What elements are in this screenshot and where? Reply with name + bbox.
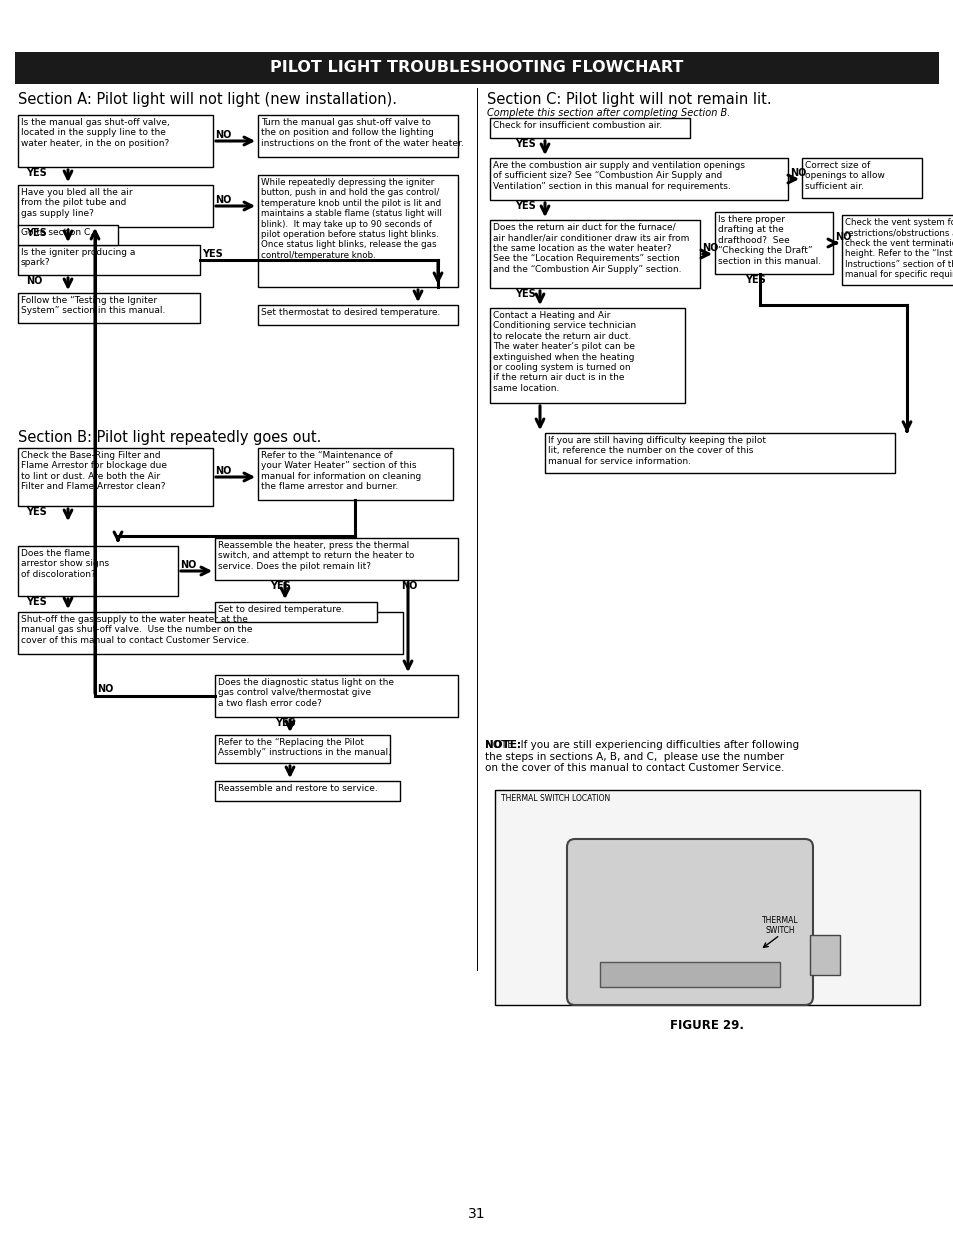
Text: YES: YES bbox=[202, 249, 222, 259]
Text: Section A: Pilot light will not light (new installation).: Section A: Pilot light will not light (n… bbox=[18, 91, 396, 107]
Bar bbox=[490, 308, 684, 403]
Bar bbox=[214, 781, 399, 802]
Text: Follow the “Testing the Igniter
System” section in this manual.: Follow the “Testing the Igniter System” … bbox=[21, 296, 165, 315]
Text: Are the combustion air supply and ventilation openings
of sufficient size? See “: Are the combustion air supply and ventil… bbox=[493, 161, 744, 190]
Text: NO: NO bbox=[834, 232, 850, 242]
Bar bbox=[18, 546, 178, 597]
Text: If you are still having difficulty keeping the pilot
lit, reference the number o: If you are still having difficulty keepi… bbox=[547, 436, 765, 466]
Bar bbox=[214, 601, 376, 622]
Text: YES: YES bbox=[26, 168, 47, 178]
Text: Does the diagnostic status light on the
gas control valve/thermostat give
a two : Does the diagnostic status light on the … bbox=[218, 678, 394, 708]
Text: NO: NO bbox=[214, 195, 232, 205]
Text: THERMAL
SWITCH: THERMAL SWITCH bbox=[760, 915, 798, 935]
Bar bbox=[18, 613, 402, 655]
Bar bbox=[18, 448, 213, 506]
Text: FIGURE 29.: FIGURE 29. bbox=[670, 1019, 743, 1032]
Text: Set thermostat to desired temperature.: Set thermostat to desired temperature. bbox=[261, 308, 440, 317]
Bar bbox=[495, 790, 919, 1005]
Bar bbox=[257, 448, 453, 500]
Text: Refer to the “Maintenance of
your Water Heater” section of this
manual for infor: Refer to the “Maintenance of your Water … bbox=[261, 451, 421, 492]
Bar bbox=[18, 185, 213, 227]
Text: NO: NO bbox=[97, 684, 113, 694]
Bar bbox=[809, 935, 840, 974]
Text: Check for insufficient combustion air.: Check for insufficient combustion air. bbox=[493, 121, 661, 130]
Text: NO: NO bbox=[26, 275, 42, 287]
Text: YES: YES bbox=[26, 228, 47, 238]
Text: Is there proper
drafting at the
drafthood?  See
“Checking the Draft”
section in : Is there proper drafting at the drafthoo… bbox=[718, 215, 821, 266]
Bar bbox=[841, 215, 953, 285]
FancyBboxPatch shape bbox=[566, 839, 812, 1005]
Text: NO: NO bbox=[214, 466, 232, 475]
Bar bbox=[714, 212, 832, 274]
Text: YES: YES bbox=[270, 580, 291, 592]
Text: YES: YES bbox=[26, 508, 47, 517]
Text: NO: NO bbox=[789, 168, 805, 178]
Bar bbox=[257, 115, 457, 157]
Text: NO: NO bbox=[701, 243, 718, 253]
Bar bbox=[214, 538, 457, 580]
Bar bbox=[18, 293, 200, 324]
Text: Correct size of
openings to allow
sufficient air.: Correct size of openings to allow suffic… bbox=[804, 161, 884, 190]
Bar bbox=[544, 433, 894, 473]
Text: YES: YES bbox=[744, 275, 765, 285]
Text: Refer to the “Replacing the Pilot
Assembly” instructions in the manual.: Refer to the “Replacing the Pilot Assemb… bbox=[218, 739, 391, 757]
Text: Complete this section after completing Section B.: Complete this section after completing S… bbox=[486, 107, 730, 119]
Bar bbox=[18, 245, 200, 275]
Text: 31: 31 bbox=[468, 1207, 485, 1221]
Text: YES: YES bbox=[515, 201, 536, 211]
Bar bbox=[18, 225, 118, 245]
Bar bbox=[801, 158, 921, 198]
Text: YES: YES bbox=[515, 140, 536, 149]
Bar bbox=[257, 175, 457, 287]
Bar bbox=[257, 305, 457, 325]
Text: NOTE:: NOTE: bbox=[484, 740, 520, 750]
Text: Turn the manual gas shut-off valve to
the on position and follow the lighting
in: Turn the manual gas shut-off valve to th… bbox=[261, 119, 463, 148]
Text: Section C: Pilot light will not remain lit.: Section C: Pilot light will not remain l… bbox=[486, 91, 771, 107]
Text: Reassemble and restore to service.: Reassemble and restore to service. bbox=[218, 784, 377, 793]
Text: Is the igniter producing a
spark?: Is the igniter producing a spark? bbox=[21, 248, 135, 268]
Bar bbox=[15, 52, 938, 84]
Bar bbox=[490, 220, 700, 288]
Bar bbox=[490, 119, 689, 138]
Text: Check the vent system for
restrictions/obstructions and
check the vent terminati: Check the vent system for restrictions/o… bbox=[844, 219, 953, 279]
Text: YES: YES bbox=[274, 718, 295, 727]
Text: Check the Base-Ring Filter and
Flame Arrestor for blockage due
to lint or dust. : Check the Base-Ring Filter and Flame Arr… bbox=[21, 451, 167, 492]
Text: NO: NO bbox=[180, 559, 196, 571]
Bar bbox=[214, 735, 390, 763]
Text: Shut-off the gas supply to the water heater at the
manual gas shut-off valve.  U: Shut-off the gas supply to the water hea… bbox=[21, 615, 253, 645]
Bar bbox=[18, 115, 213, 167]
Text: Does the flame
arrestor show signs
of discoloration?: Does the flame arrestor show signs of di… bbox=[21, 550, 109, 579]
Text: Go to section C.: Go to section C. bbox=[21, 228, 93, 237]
Text: Set to desired temperature.: Set to desired temperature. bbox=[218, 605, 344, 614]
Text: NO: NO bbox=[400, 580, 416, 592]
Text: Is the manual gas shut-off valve,
located in the supply line to the
water heater: Is the manual gas shut-off valve, locate… bbox=[21, 119, 170, 148]
Text: THERMAL SWITCH LOCATION: THERMAL SWITCH LOCATION bbox=[500, 794, 610, 803]
Text: NOTE: If you are still experiencing difficulties after following
the steps in se: NOTE: If you are still experiencing diff… bbox=[484, 740, 799, 773]
Text: Does the return air duct for the furnace/
air handler/air conditioner draw its a: Does the return air duct for the furnace… bbox=[493, 224, 689, 274]
Text: YES: YES bbox=[26, 597, 47, 606]
Text: YES: YES bbox=[515, 289, 536, 299]
Text: Have you bled all the air
from the pilot tube and
gas supply line?: Have you bled all the air from the pilot… bbox=[21, 188, 132, 217]
Text: Contact a Heating and Air
Conditioning service technician
to relocate the return: Contact a Heating and Air Conditioning s… bbox=[493, 311, 636, 393]
Bar bbox=[214, 676, 457, 718]
Text: PILOT LIGHT TROUBLESHOOTING FLOWCHART: PILOT LIGHT TROUBLESHOOTING FLOWCHART bbox=[270, 61, 683, 75]
Text: Section B: Pilot light repeatedly goes out.: Section B: Pilot light repeatedly goes o… bbox=[18, 430, 321, 445]
Text: Reassemble the heater, press the thermal
switch, and attempt to return the heate: Reassemble the heater, press the thermal… bbox=[218, 541, 414, 571]
Text: NO: NO bbox=[214, 130, 232, 140]
Bar bbox=[599, 962, 780, 987]
Text: While repeatedly depressing the igniter
button, push in and hold the gas control: While repeatedly depressing the igniter … bbox=[261, 178, 441, 259]
Bar bbox=[490, 158, 787, 200]
